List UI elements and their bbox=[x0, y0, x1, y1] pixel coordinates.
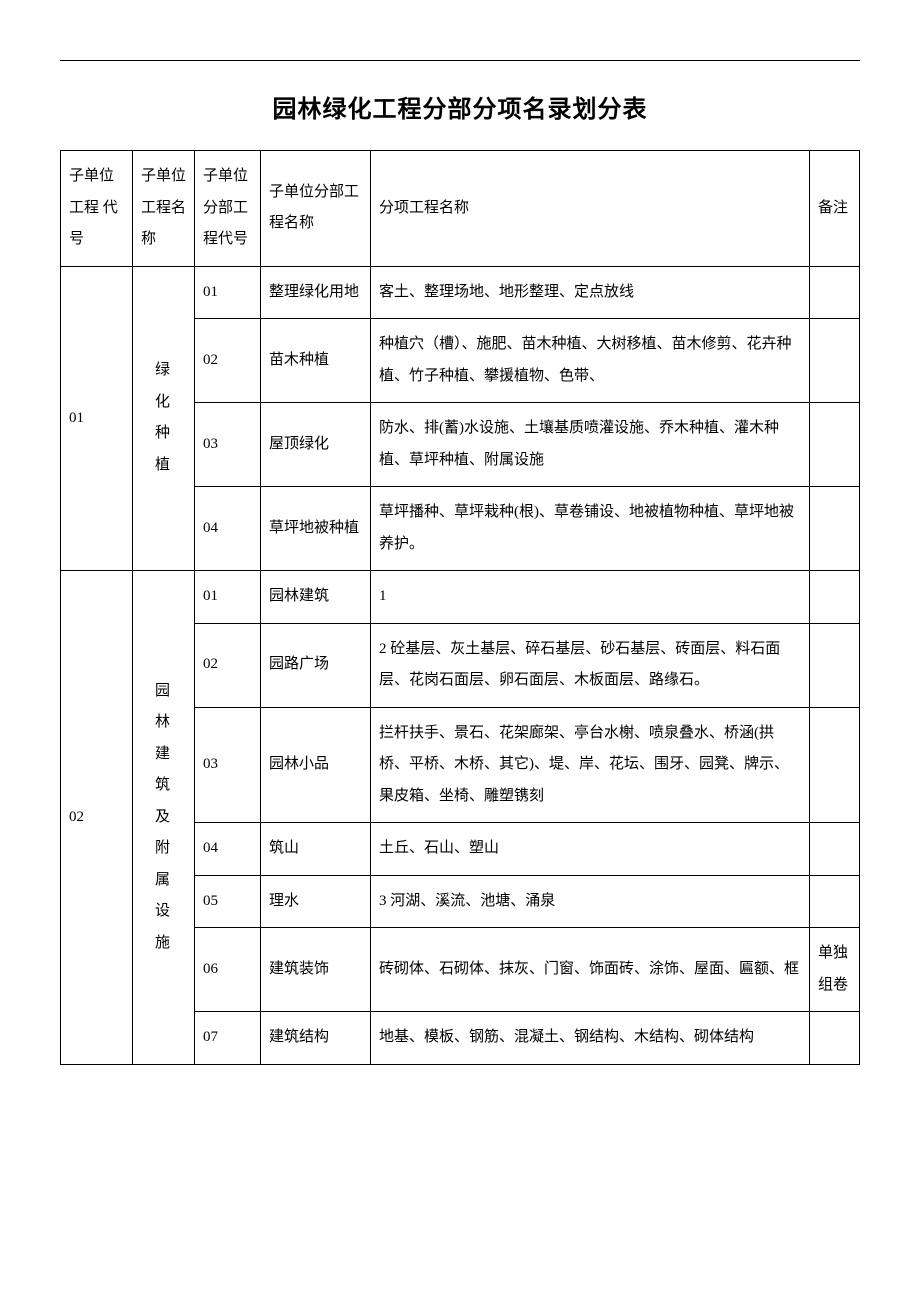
detail-cell: 地基、模板、钢筋、混凝土、钢结构、木结构、砌体结构 bbox=[371, 1012, 810, 1065]
sub-name-cell: 整理绿化用地 bbox=[261, 266, 371, 319]
detail-cell: 拦杆扶手、景石、花架廊架、亭台水榭、喷泉叠水、桥涵(拱桥、平桥、木桥、其它)、堤… bbox=[371, 707, 810, 823]
sub-name-cell: 苗木种植 bbox=[261, 319, 371, 403]
page-title: 园林绿化工程分部分项名录划分表 bbox=[60, 89, 860, 124]
sub-name-cell: 草坪地被种植 bbox=[261, 487, 371, 571]
sub-name-cell: 筑山 bbox=[261, 823, 371, 876]
char: 植 bbox=[141, 450, 186, 482]
header-cell: 子单位工程名称 bbox=[133, 151, 195, 267]
note-cell bbox=[810, 403, 860, 487]
char: 筑 bbox=[141, 770, 186, 802]
note-cell bbox=[810, 1012, 860, 1065]
note-cell bbox=[810, 707, 860, 823]
char: 附 bbox=[141, 833, 186, 865]
char: 建 bbox=[141, 739, 186, 771]
sub-name-cell: 屋顶绿化 bbox=[261, 403, 371, 487]
note-cell bbox=[810, 875, 860, 928]
header-cell: 备注 bbox=[810, 151, 860, 267]
sub-name-cell: 园林建筑 bbox=[261, 571, 371, 624]
sub-name-cell: 园路广场 bbox=[261, 623, 371, 707]
sub-code-cell: 02 bbox=[195, 319, 261, 403]
sub-code-cell: 07 bbox=[195, 1012, 261, 1065]
unit-name-cell: 绿 化 种 植 bbox=[133, 266, 195, 571]
char: 园 bbox=[141, 676, 186, 708]
detail-cell: 2 砼基层、灰土基层、碎石基层、砂石基层、砖面层、料石面层、花岗石面层、卵石面层… bbox=[371, 623, 810, 707]
detail-cell: 3 河湖、溪流、池塘、涌泉 bbox=[371, 875, 810, 928]
top-rule bbox=[60, 60, 860, 61]
char: 施 bbox=[141, 928, 186, 960]
sub-code-cell: 04 bbox=[195, 487, 261, 571]
sub-name-cell: 建筑装饰 bbox=[261, 928, 371, 1012]
sub-code-cell: 02 bbox=[195, 623, 261, 707]
detail-cell: 草坪播种、草坪栽种(根)、草卷铺设、地被植物种植、草坪地被养护。 bbox=[371, 487, 810, 571]
note-cell: 单独组卷 bbox=[810, 928, 860, 1012]
header-cell: 子单位分部工程代号 bbox=[195, 151, 261, 267]
detail-cell: 防水、排(蓄)水设施、土壤基质喷灌设施、乔木种植、灌木种植、草坪种植、附属设施 bbox=[371, 403, 810, 487]
sub-name-cell: 理水 bbox=[261, 875, 371, 928]
char: 种 bbox=[141, 418, 186, 450]
header-cell: 分项工程名称 bbox=[371, 151, 810, 267]
note-cell bbox=[810, 571, 860, 624]
char: 及 bbox=[141, 802, 186, 834]
unit-name-cell: 园 林 建 筑 及 附 属 设 施 bbox=[133, 571, 195, 1065]
char: 绿 bbox=[141, 355, 186, 387]
header-cell: 子单位分部工程名称 bbox=[261, 151, 371, 267]
classification-table: 子单位工程 代号 子单位工程名称 子单位分部工程代号 子单位分部工程名称 分项工… bbox=[60, 150, 860, 1065]
detail-cell: 土丘、石山、塑山 bbox=[371, 823, 810, 876]
note-cell bbox=[810, 487, 860, 571]
table-row: 02 园 林 建 筑 及 附 属 设 施 01 园林建筑 1 bbox=[61, 571, 860, 624]
note-cell bbox=[810, 319, 860, 403]
detail-cell: 种植穴（槽）、施肥、苗木种植、大树移植、苗木修剪、花卉种植、竹子种植、攀援植物、… bbox=[371, 319, 810, 403]
char: 化 bbox=[141, 387, 186, 419]
detail-cell: 1 bbox=[371, 571, 810, 624]
sub-name-cell: 园林小品 bbox=[261, 707, 371, 823]
unit-code-cell: 02 bbox=[61, 571, 133, 1065]
char: 属 bbox=[141, 865, 186, 897]
sub-code-cell: 03 bbox=[195, 403, 261, 487]
sub-code-cell: 06 bbox=[195, 928, 261, 1012]
sub-code-cell: 03 bbox=[195, 707, 261, 823]
detail-cell: 砖砌体、石砌体、抹灰、门窗、饰面砖、涂饰、屋面、匾额、框 bbox=[371, 928, 810, 1012]
note-cell bbox=[810, 266, 860, 319]
table-row: 01 绿 化 种 植 01 整理绿化用地 客土、整理场地、地形整理、定点放线 bbox=[61, 266, 860, 319]
char: 设 bbox=[141, 896, 186, 928]
char: 林 bbox=[141, 707, 186, 739]
unit-code-cell: 01 bbox=[61, 266, 133, 571]
detail-cell: 客土、整理场地、地形整理、定点放线 bbox=[371, 266, 810, 319]
note-cell bbox=[810, 823, 860, 876]
sub-name-cell: 建筑结构 bbox=[261, 1012, 371, 1065]
sub-code-cell: 04 bbox=[195, 823, 261, 876]
table-header-row: 子单位工程 代号 子单位工程名称 子单位分部工程代号 子单位分部工程名称 分项工… bbox=[61, 151, 860, 267]
sub-code-cell: 01 bbox=[195, 571, 261, 624]
sub-code-cell: 05 bbox=[195, 875, 261, 928]
sub-code-cell: 01 bbox=[195, 266, 261, 319]
header-cell: 子单位工程 代号 bbox=[61, 151, 133, 267]
note-cell bbox=[810, 623, 860, 707]
